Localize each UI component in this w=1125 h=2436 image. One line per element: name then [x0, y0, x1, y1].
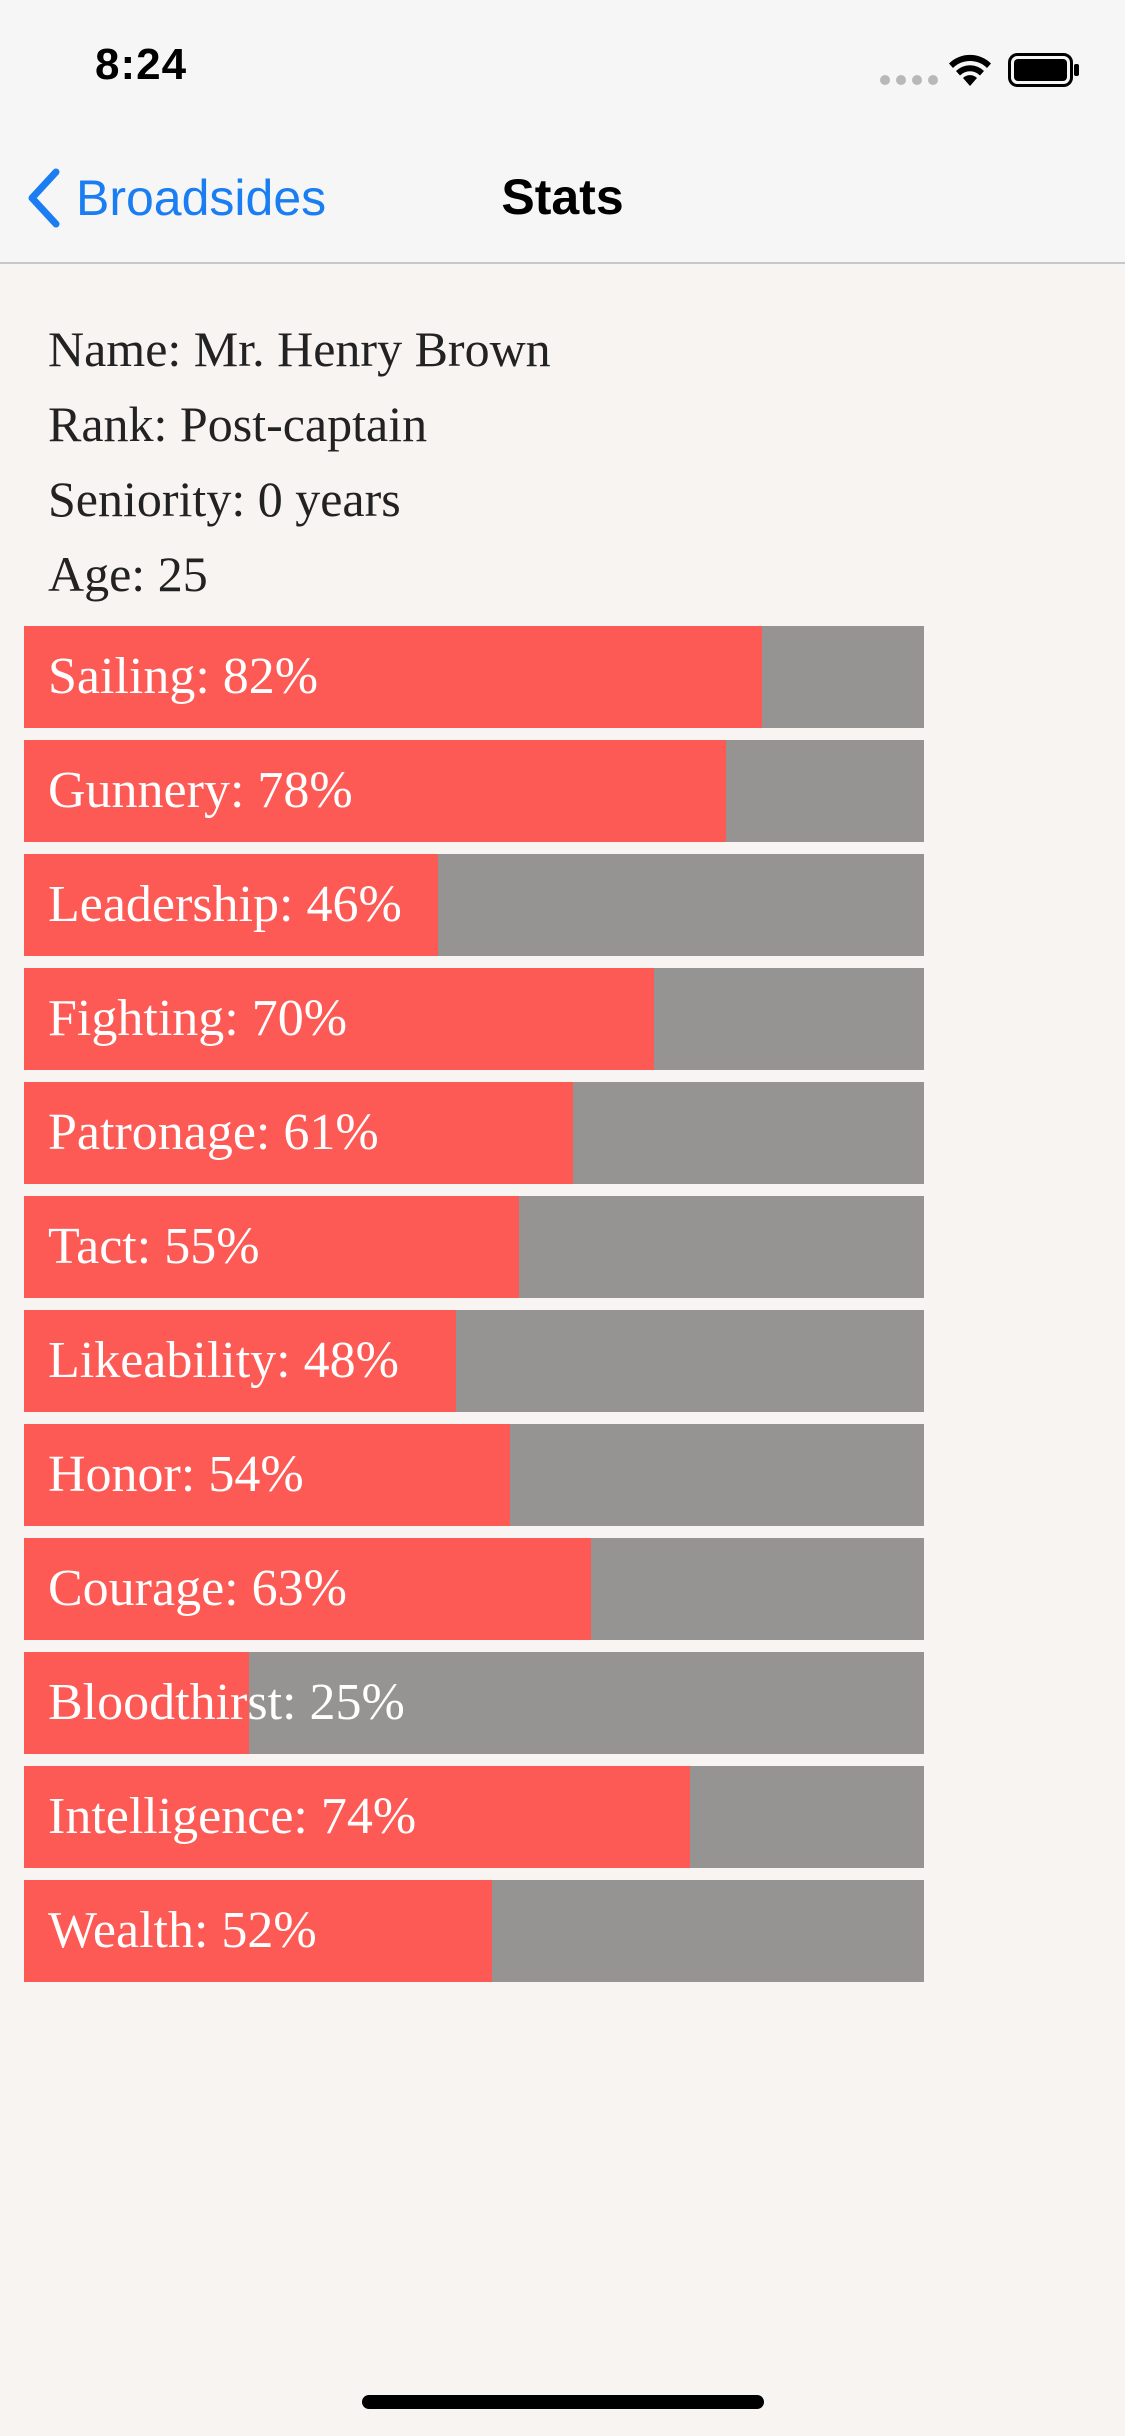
officer-info: Name: Mr. Henry Brown Rank: Post-captain…	[48, 312, 551, 612]
back-button-label: Broadsides	[76, 170, 327, 226]
home-indicator[interactable]	[362, 2395, 764, 2409]
stat-bar-fighting: Fighting: 70%	[24, 968, 924, 1070]
cellular-signal-icon	[880, 75, 938, 85]
stat-fill	[24, 1082, 573, 1184]
stat-bar-sailing: Sailing: 82%	[24, 626, 924, 728]
stat-bar-leadership: Leadership: 46%	[24, 854, 924, 956]
stat-label: Tact: 55%	[48, 1218, 260, 1275]
stat-bar-patronage: Patronage: 61%	[24, 1082, 924, 1184]
navigation-bar: Broadsides Stats	[0, 132, 1125, 264]
stats-list: Sailing: 82% Gunnery: 78% Leadership: 46…	[24, 626, 924, 1994]
stat-bar-honor: Honor: 54%	[24, 1424, 924, 1526]
stat-bar-gunnery: Gunnery: 78%	[24, 740, 924, 842]
stat-label: Bloodthirst: 25%	[48, 1674, 405, 1731]
stat-label: Courage: 63%	[48, 1560, 347, 1617]
stat-fill	[24, 1880, 492, 1982]
wifi-icon	[949, 54, 991, 86]
chevron-left-icon	[28, 168, 60, 228]
stat-label: Likeability: 48%	[48, 1332, 399, 1389]
stat-fill	[24, 740, 726, 842]
stat-fill	[24, 854, 438, 956]
stat-fill	[24, 1766, 690, 1868]
stat-fill	[24, 1424, 510, 1526]
stat-bar-intelligence: Intelligence: 74%	[24, 1766, 924, 1868]
officer-rank: Rank: Post-captain	[48, 396, 428, 452]
stat-label: Honor: 54%	[48, 1446, 304, 1503]
officer-seniority: Seniority: 0 years	[48, 471, 401, 527]
officer-age: Age: 25	[48, 546, 208, 602]
stat-label: Gunnery: 78%	[48, 762, 353, 819]
status-time: 8:24	[95, 40, 188, 89]
page-title: Stats	[501, 169, 624, 225]
stat-label: Intelligence: 74%	[48, 1788, 417, 1845]
stat-fill	[24, 626, 762, 728]
status-bar: 8:24	[0, 0, 1125, 132]
stat-fill	[24, 1538, 591, 1640]
officer-name: Name: Mr. Henry Brown	[48, 321, 551, 377]
stat-fill	[24, 1652, 249, 1754]
stat-bar-tact: Tact: 55%	[24, 1196, 924, 1298]
stat-fill	[24, 968, 654, 1070]
stat-label: Leadership: 46%	[48, 876, 402, 933]
stat-bar-bloodthirst: Bloodthirst: 25%	[24, 1652, 924, 1754]
stat-bar-courage: Courage: 63%	[24, 1538, 924, 1640]
stat-bar-wealth: Wealth: 52%	[24, 1880, 924, 1982]
stat-label: Sailing: 82%	[48, 648, 319, 705]
battery-icon	[1008, 53, 1079, 87]
stat-fill	[24, 1310, 456, 1412]
back-button[interactable]: Broadsides	[24, 164, 326, 232]
stat-label: Fighting: 70%	[48, 990, 348, 1047]
stat-label: Wealth: 52%	[48, 1902, 317, 1959]
stat-label: Patronage: 61%	[48, 1104, 379, 1161]
stat-bar-likeability: Likeability: 48%	[24, 1310, 924, 1412]
stat-fill	[24, 1196, 519, 1298]
